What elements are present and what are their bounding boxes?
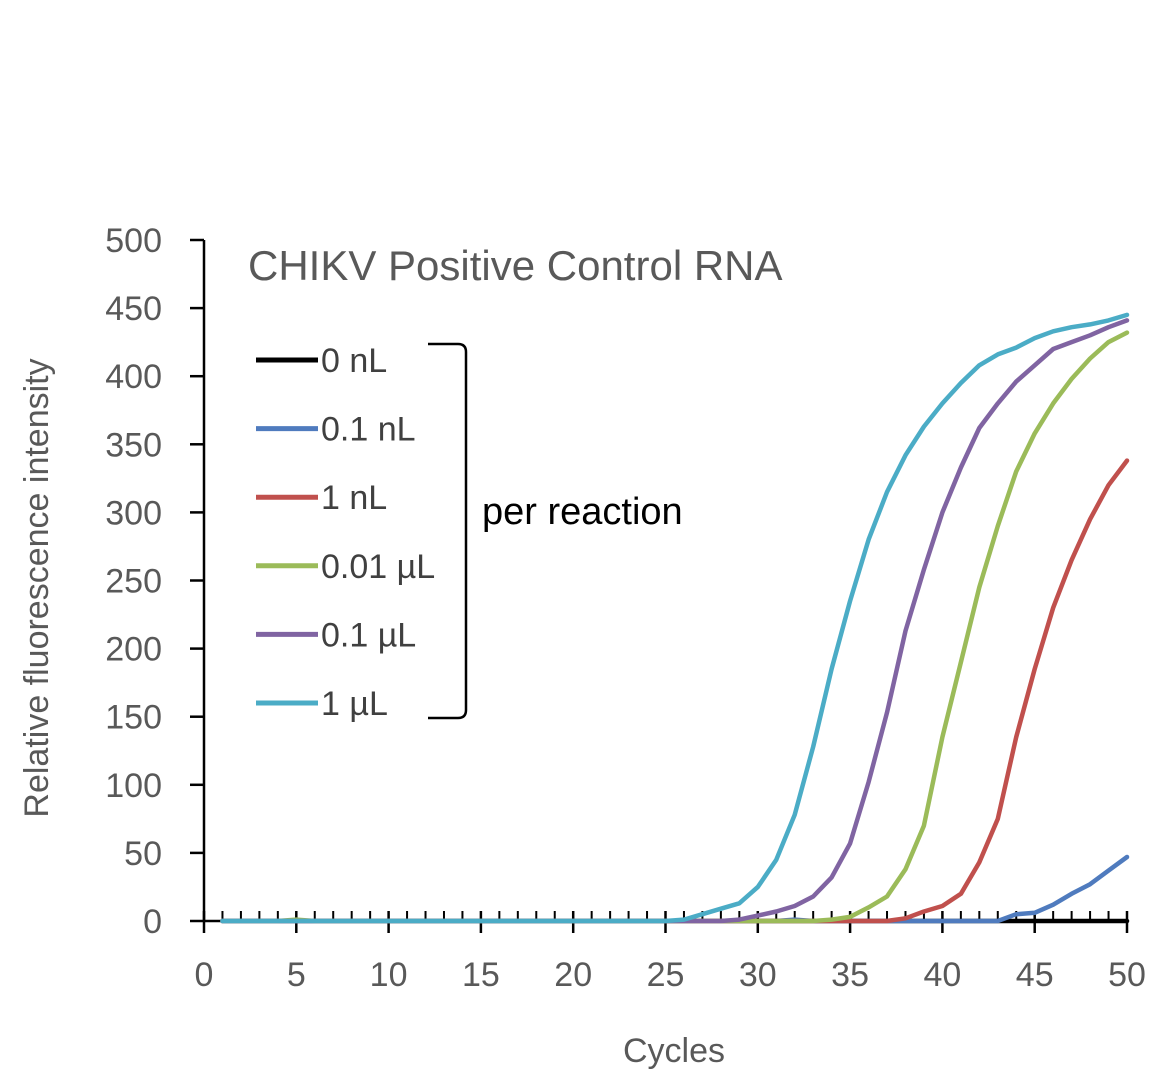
series-layer (220, 312, 1130, 924)
x-tick-label: 35 (831, 956, 869, 994)
series-line (220, 312, 1130, 924)
y-tick-label: 200 (105, 631, 162, 669)
x-tick-label: 30 (739, 956, 777, 994)
y-tick-label: 50 (124, 835, 162, 873)
per-reaction-annotation: per reaction (482, 491, 683, 533)
legend-label: 0 nL (321, 342, 387, 380)
x-tick-label: 20 (554, 956, 592, 994)
y-tick-label: 500 (105, 222, 162, 260)
legend-label: 1 nL (321, 479, 387, 517)
axes: 0 50 100 150 200 250 300 350 400 450 500 0 5 10 15 20 25… (105, 222, 1146, 994)
y-tick-label: 0 (143, 903, 162, 941)
x-tick-label: 50 (1108, 956, 1146, 994)
legend-label: 1 µL (321, 685, 388, 723)
chart-title: CHIKV Positive Control RNA (248, 242, 783, 289)
y-tick-label: 250 (105, 563, 162, 601)
y-axis-title: Relative fluorescence intensity (18, 358, 56, 817)
legend: 0 nL 0.1 nL 1 nL 0.01 µL 0.1 µL 1 µL (256, 342, 435, 723)
x-tick-label: 15 (462, 956, 500, 994)
x-tick-label: 0 (195, 956, 214, 994)
x-tick-label: 10 (370, 956, 408, 994)
legend-label: 0.1 nL (321, 411, 416, 449)
y-tick-label: 300 (105, 494, 162, 532)
y-tick-label: 100 (105, 767, 162, 805)
x-tick-label: 25 (647, 956, 685, 994)
x-tick-label: 45 (1016, 956, 1054, 994)
y-tick-label: 350 (105, 426, 162, 464)
legend-bracket (428, 342, 468, 720)
y-tick-label: 150 (105, 699, 162, 737)
x-tick-label: 5 (287, 956, 306, 994)
y-tick-label: 400 (105, 358, 162, 396)
legend-label: 0.1 µL (321, 616, 416, 654)
x-axis-title: Cycles (623, 1032, 725, 1070)
legend-label: 0.01 µL (321, 548, 435, 586)
series-line (220, 854, 1130, 924)
x-tick-label: 40 (923, 956, 961, 994)
y-tick-label: 450 (105, 290, 162, 328)
